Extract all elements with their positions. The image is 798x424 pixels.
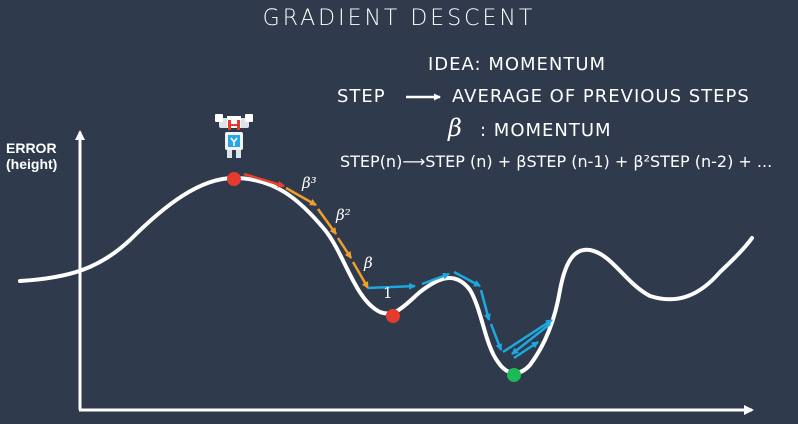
step-label: STEP [337, 86, 386, 107]
idea-heading: IDEA: MOMENTUM [428, 54, 607, 75]
y-axis-label-line-1: ERROR [6, 140, 57, 156]
step-arrow-orange [351, 261, 370, 289]
step-arrow-blue [479, 289, 491, 321]
step-arrow-red [243, 172, 285, 188]
step-arrow-blue [367, 282, 416, 290]
momentum-formula: STEP(n)⟶STEP (n) + βSTEP (n-1) + β²STEP … [340, 152, 773, 171]
step-label-beta: β [363, 254, 373, 272]
step-arrow-blue [489, 323, 503, 351]
slide-title: GRADIENT DESCENT [262, 6, 536, 31]
beta-symbol: β [448, 114, 462, 142]
step-arrow-blue [502, 318, 553, 354]
step-label-one: 1 [383, 284, 393, 302]
step-arrow-blue [511, 323, 551, 355]
step-arrow-blue [513, 340, 539, 360]
local-minimum-point [386, 309, 400, 323]
step-label-beta-squared: β² [335, 206, 351, 224]
step-label-beta-cubed: β³ [301, 174, 317, 192]
start-point [227, 172, 241, 186]
step-arrow-blue [421, 272, 450, 286]
global-minimum-point [507, 368, 521, 382]
step-arrow-orange [316, 208, 338, 235]
step-arrow-blue [453, 270, 481, 288]
y-axis-label: ERROR (height) [6, 140, 57, 172]
beta-definition: : MOMENTUM [480, 120, 612, 141]
y-axis-label-line-2: (height) [6, 156, 58, 172]
step-definition: AVERAGE OF PREVIOUS STEPS [452, 86, 750, 107]
step-arrow-orange [285, 186, 317, 207]
error-curve [18, 176, 754, 375]
robot-icon [215, 114, 253, 158]
step-arrow-orange [336, 237, 353, 259]
